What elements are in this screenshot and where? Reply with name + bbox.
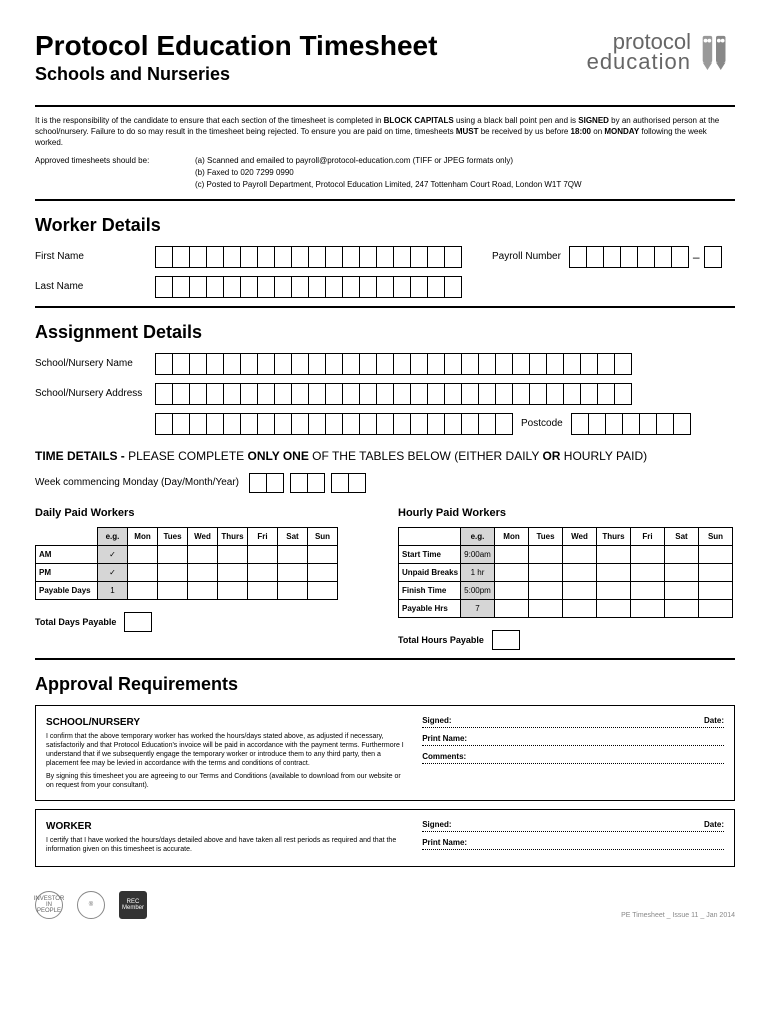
total-hours-label: Total Hours Payable xyxy=(398,635,484,645)
footer: INVESTOR IN PEOPLE ® REC Member PE Times… xyxy=(35,891,735,919)
worker-print-line[interactable]: Print Name: xyxy=(422,838,724,850)
intro-text: It is the responsibility of the candidat… xyxy=(35,115,735,149)
submit-lead: Approved timesheets should be: xyxy=(35,155,195,167)
divider xyxy=(35,105,735,107)
title-block: Protocol Education Timesheet Schools and… xyxy=(35,30,437,97)
assignment-heading: Assignment Details xyxy=(35,322,735,343)
school-addr-boxes[interactable] xyxy=(155,383,632,405)
worker-text: I certify that I have worked the hours/d… xyxy=(46,836,408,854)
school-addr-label: School/Nursery Address xyxy=(35,388,155,399)
dash: – xyxy=(693,250,700,264)
payroll-boxes[interactable] xyxy=(569,246,689,268)
total-days-label: Total Days Payable xyxy=(35,617,116,627)
approval-heading: Approval Requirements xyxy=(35,674,735,695)
postcode-label: Postcode xyxy=(521,418,563,429)
school-text2: By signing this timesheet you are agreei… xyxy=(46,772,408,790)
school-text1: I confirm that the above temporary worke… xyxy=(46,732,408,768)
mascot-icon xyxy=(697,30,735,74)
total-hours-row: Total Hours Payable xyxy=(398,630,735,650)
worker-title: WORKER xyxy=(46,820,408,833)
week-label: Week commencing Monday (Day/Month/Year) xyxy=(35,477,239,488)
daily-col: Daily Paid Workers e.g. MonTuesWedThursF… xyxy=(35,507,372,650)
first-name-row: First Name Payroll Number – xyxy=(35,246,735,268)
school-name-label: School/Nursery Name xyxy=(35,358,155,369)
school-addr2-boxes[interactable] xyxy=(155,413,513,435)
school-comments-line[interactable]: Comments: xyxy=(422,752,724,764)
time-details-heading: TIME DETAILS - PLEASE COMPLETE ONLY ONE … xyxy=(35,449,735,463)
logo: protocol education xyxy=(587,30,735,74)
reg-logo: ® xyxy=(77,891,105,919)
school-addr2-row: Postcode xyxy=(155,413,735,435)
hourly-heading: Hourly Paid Workers xyxy=(398,507,735,519)
logo-line2: education xyxy=(587,52,691,72)
hourly-col: Hourly Paid Workers e.g. MonTuesWedThurs… xyxy=(398,507,735,650)
time-tables: Daily Paid Workers e.g. MonTuesWedThursF… xyxy=(35,507,735,650)
page: Protocol Education Timesheet Schools and… xyxy=(0,0,770,949)
school-print-line[interactable]: Print Name: xyxy=(422,734,724,746)
last-name-boxes[interactable] xyxy=(155,276,462,298)
divider xyxy=(35,199,735,201)
header: Protocol Education Timesheet Schools and… xyxy=(35,30,735,97)
worker-signed-line[interactable]: Signed:Date: xyxy=(422,820,724,832)
postcode-boxes[interactable] xyxy=(571,413,691,435)
worker-approval-box: WORKER I certify that I have worked the … xyxy=(35,809,735,867)
school-name-boxes[interactable] xyxy=(155,353,632,375)
total-days-box[interactable] xyxy=(124,612,152,632)
divider xyxy=(35,658,735,660)
footer-logos: INVESTOR IN PEOPLE ® REC Member xyxy=(35,891,147,919)
page-title: Protocol Education Timesheet xyxy=(35,30,437,62)
footer-version: PE Timesheet _ Issue 11 _ Jan 2014 xyxy=(621,912,735,919)
submit-a: (a) Scanned and emailed to payroll@proto… xyxy=(195,155,513,167)
daily-table[interactable]: e.g. MonTuesWedThursFriSatSun AM✓ PM✓ Pa… xyxy=(35,527,338,600)
rec-logo: REC Member xyxy=(119,891,147,919)
last-name-row: Last Name xyxy=(35,276,735,298)
school-name-row: School/Nursery Name xyxy=(35,353,735,375)
school-addr-row: School/Nursery Address xyxy=(35,383,735,405)
submit-c: (c) Posted to Payroll Department, Protoc… xyxy=(195,179,582,191)
school-signed-line[interactable]: Signed:Date: xyxy=(422,716,724,728)
first-name-label: First Name xyxy=(35,251,155,262)
divider xyxy=(35,306,735,308)
investor-logo: INVESTOR IN PEOPLE xyxy=(35,891,63,919)
total-days-row: Total Days Payable xyxy=(35,612,372,632)
page-subtitle: Schools and Nurseries xyxy=(35,64,437,85)
daily-heading: Daily Paid Workers xyxy=(35,507,372,519)
worker-heading: Worker Details xyxy=(35,215,735,236)
submit-b: (b) Faxed to 020 7299 0990 xyxy=(195,167,294,179)
week-commencing-row: Week commencing Monday (Day/Month/Year) xyxy=(35,473,735,493)
total-hours-box[interactable] xyxy=(492,630,520,650)
payroll-suffix-box[interactable] xyxy=(704,246,722,268)
submit-info: Approved timesheets should be: (a) Scann… xyxy=(35,155,735,191)
school-approval-box: SCHOOL/NURSERY I confirm that the above … xyxy=(35,705,735,802)
payroll-label: Payroll Number xyxy=(492,251,561,262)
last-name-label: Last Name xyxy=(35,281,155,292)
school-title: SCHOOL/NURSERY xyxy=(46,716,408,729)
hourly-table[interactable]: e.g. MonTuesWedThursFriSatSun Start Time… xyxy=(398,527,733,618)
first-name-boxes[interactable] xyxy=(155,246,462,268)
